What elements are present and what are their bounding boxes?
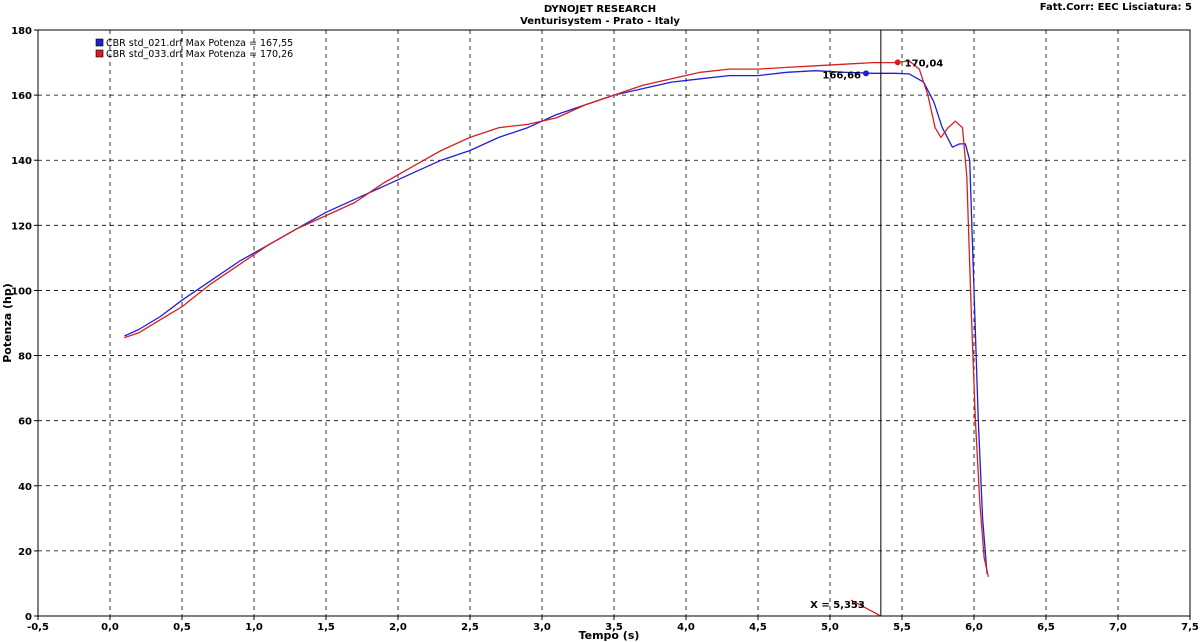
x-tick-label: 2,5 bbox=[461, 622, 479, 633]
y-tick-label: 180 bbox=[11, 26, 32, 37]
x-tick-label: 2,0 bbox=[389, 622, 407, 633]
x-tick-label: 3,5 bbox=[605, 622, 623, 633]
y-tick-label: 0 bbox=[25, 612, 32, 623]
x-tick-label: -0,5 bbox=[27, 622, 49, 633]
x-tick-label: 4,0 bbox=[677, 622, 695, 633]
x-tick-label: 1,0 bbox=[245, 622, 263, 633]
x-tick-label: 5,0 bbox=[821, 622, 839, 633]
x-axis-ticks: -0,5 0,0 0,5 1,0 1,5 2,0 2,5 3,0 3,5 4,0 4,5 5,0 5,5… bbox=[27, 616, 1199, 633]
blue-marker-label: 166,66 bbox=[822, 70, 861, 81]
x-tick-label: 6,5 bbox=[1037, 622, 1055, 633]
x-tick-label: 0,0 bbox=[101, 622, 119, 633]
y-tick-label: 80 bbox=[18, 352, 32, 363]
marker-red bbox=[894, 59, 901, 66]
y-tick-label: 100 bbox=[11, 286, 32, 297]
y-tick-label: 20 bbox=[18, 547, 32, 558]
x-tick-label: 1,5 bbox=[317, 622, 335, 633]
x-tick-label: 3,0 bbox=[533, 622, 551, 633]
y-axis-ticks: 0 20 40 60 80 100 120 140 160 180 bbox=[11, 26, 38, 623]
y-tick-label: 160 bbox=[11, 91, 32, 102]
chart-title: DYNOJET RESEARCH bbox=[544, 4, 656, 15]
correction-settings: Fatt.Corr: EEC Lisciatura: 5 bbox=[1040, 2, 1192, 13]
series-line-red bbox=[124, 60, 990, 578]
red-marker-label: 170,04 bbox=[905, 58, 944, 69]
max-markers bbox=[863, 59, 901, 77]
x-tick-label: 6,0 bbox=[965, 622, 983, 633]
legend: CBR std_021.drf Max Potenza = 167,55 CBR… bbox=[95, 38, 293, 60]
legend-swatch-red bbox=[95, 49, 104, 58]
y-tick-label: 140 bbox=[11, 156, 32, 167]
x-tick-label: 0,5 bbox=[173, 622, 191, 633]
x-axis-label: Tempo (s) bbox=[579, 629, 640, 642]
cursor-leader bbox=[850, 599, 882, 617]
legend-entry-blue: CBR std_021.drf Max Potenza = 167,55 bbox=[106, 38, 293, 49]
chart-subtitle: Venturisystem - Prato - Italy bbox=[520, 16, 680, 27]
legend-swatch-blue bbox=[95, 38, 104, 47]
y-tick-label: 120 bbox=[11, 221, 32, 232]
y-tick-label: 40 bbox=[18, 482, 32, 493]
x-tick-label: 7,0 bbox=[1109, 622, 1127, 633]
series-line-blue bbox=[124, 70, 988, 574]
y-tick-label: 60 bbox=[18, 417, 32, 428]
marker-blue bbox=[863, 70, 869, 77]
y-axis-label: Potenza (hp) bbox=[1, 283, 14, 363]
x-tick-label: 7,5 bbox=[1181, 622, 1199, 633]
cursor-label: X = 5,353 bbox=[810, 600, 865, 611]
series-lines bbox=[124, 60, 990, 578]
x-tick-label: 4,5 bbox=[749, 622, 767, 633]
grid-lines bbox=[38, 30, 1190, 616]
x-tick-label: 5,5 bbox=[893, 622, 911, 633]
legend-entry-red: CBR std_033.drf Max Potenza = 170,26 bbox=[106, 49, 293, 60]
